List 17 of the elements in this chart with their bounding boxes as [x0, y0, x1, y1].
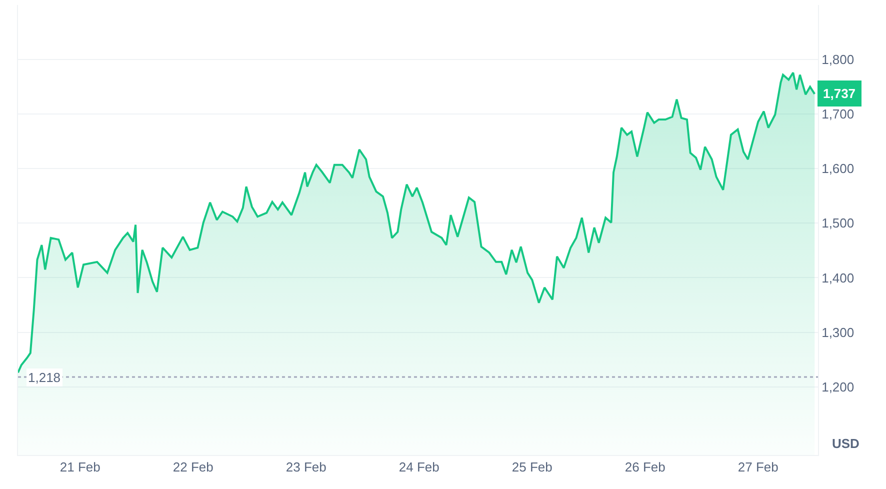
- y-tick-label: 1,300: [822, 324, 854, 340]
- x-tick-label: 25 Feb: [512, 460, 552, 475]
- x-tick-label: 23 Feb: [286, 460, 326, 475]
- y-tick-label: 1,500: [822, 216, 854, 231]
- y-tick-label: 1,800: [822, 52, 854, 68]
- x-tick-label: 26 Feb: [624, 460, 666, 475]
- x-tick-label: 24 Feb: [398, 460, 440, 475]
- y-tick-label: 1,200: [822, 379, 854, 394]
- x-tick-label: 27 Feb: [738, 460, 778, 475]
- x-tick-label: 22 Feb: [172, 460, 214, 475]
- y-axis-title: USD: [832, 436, 860, 451]
- x-tick-label: 21 Feb: [60, 460, 100, 475]
- ref-line-label: 1,218: [28, 370, 61, 385]
- y-tick-label: 1,600: [822, 161, 854, 176]
- y-tick-label: 1,700: [822, 106, 854, 122]
- y-tick-label: 1,400: [822, 270, 854, 286]
- annotation: 1,737: [823, 86, 856, 101]
